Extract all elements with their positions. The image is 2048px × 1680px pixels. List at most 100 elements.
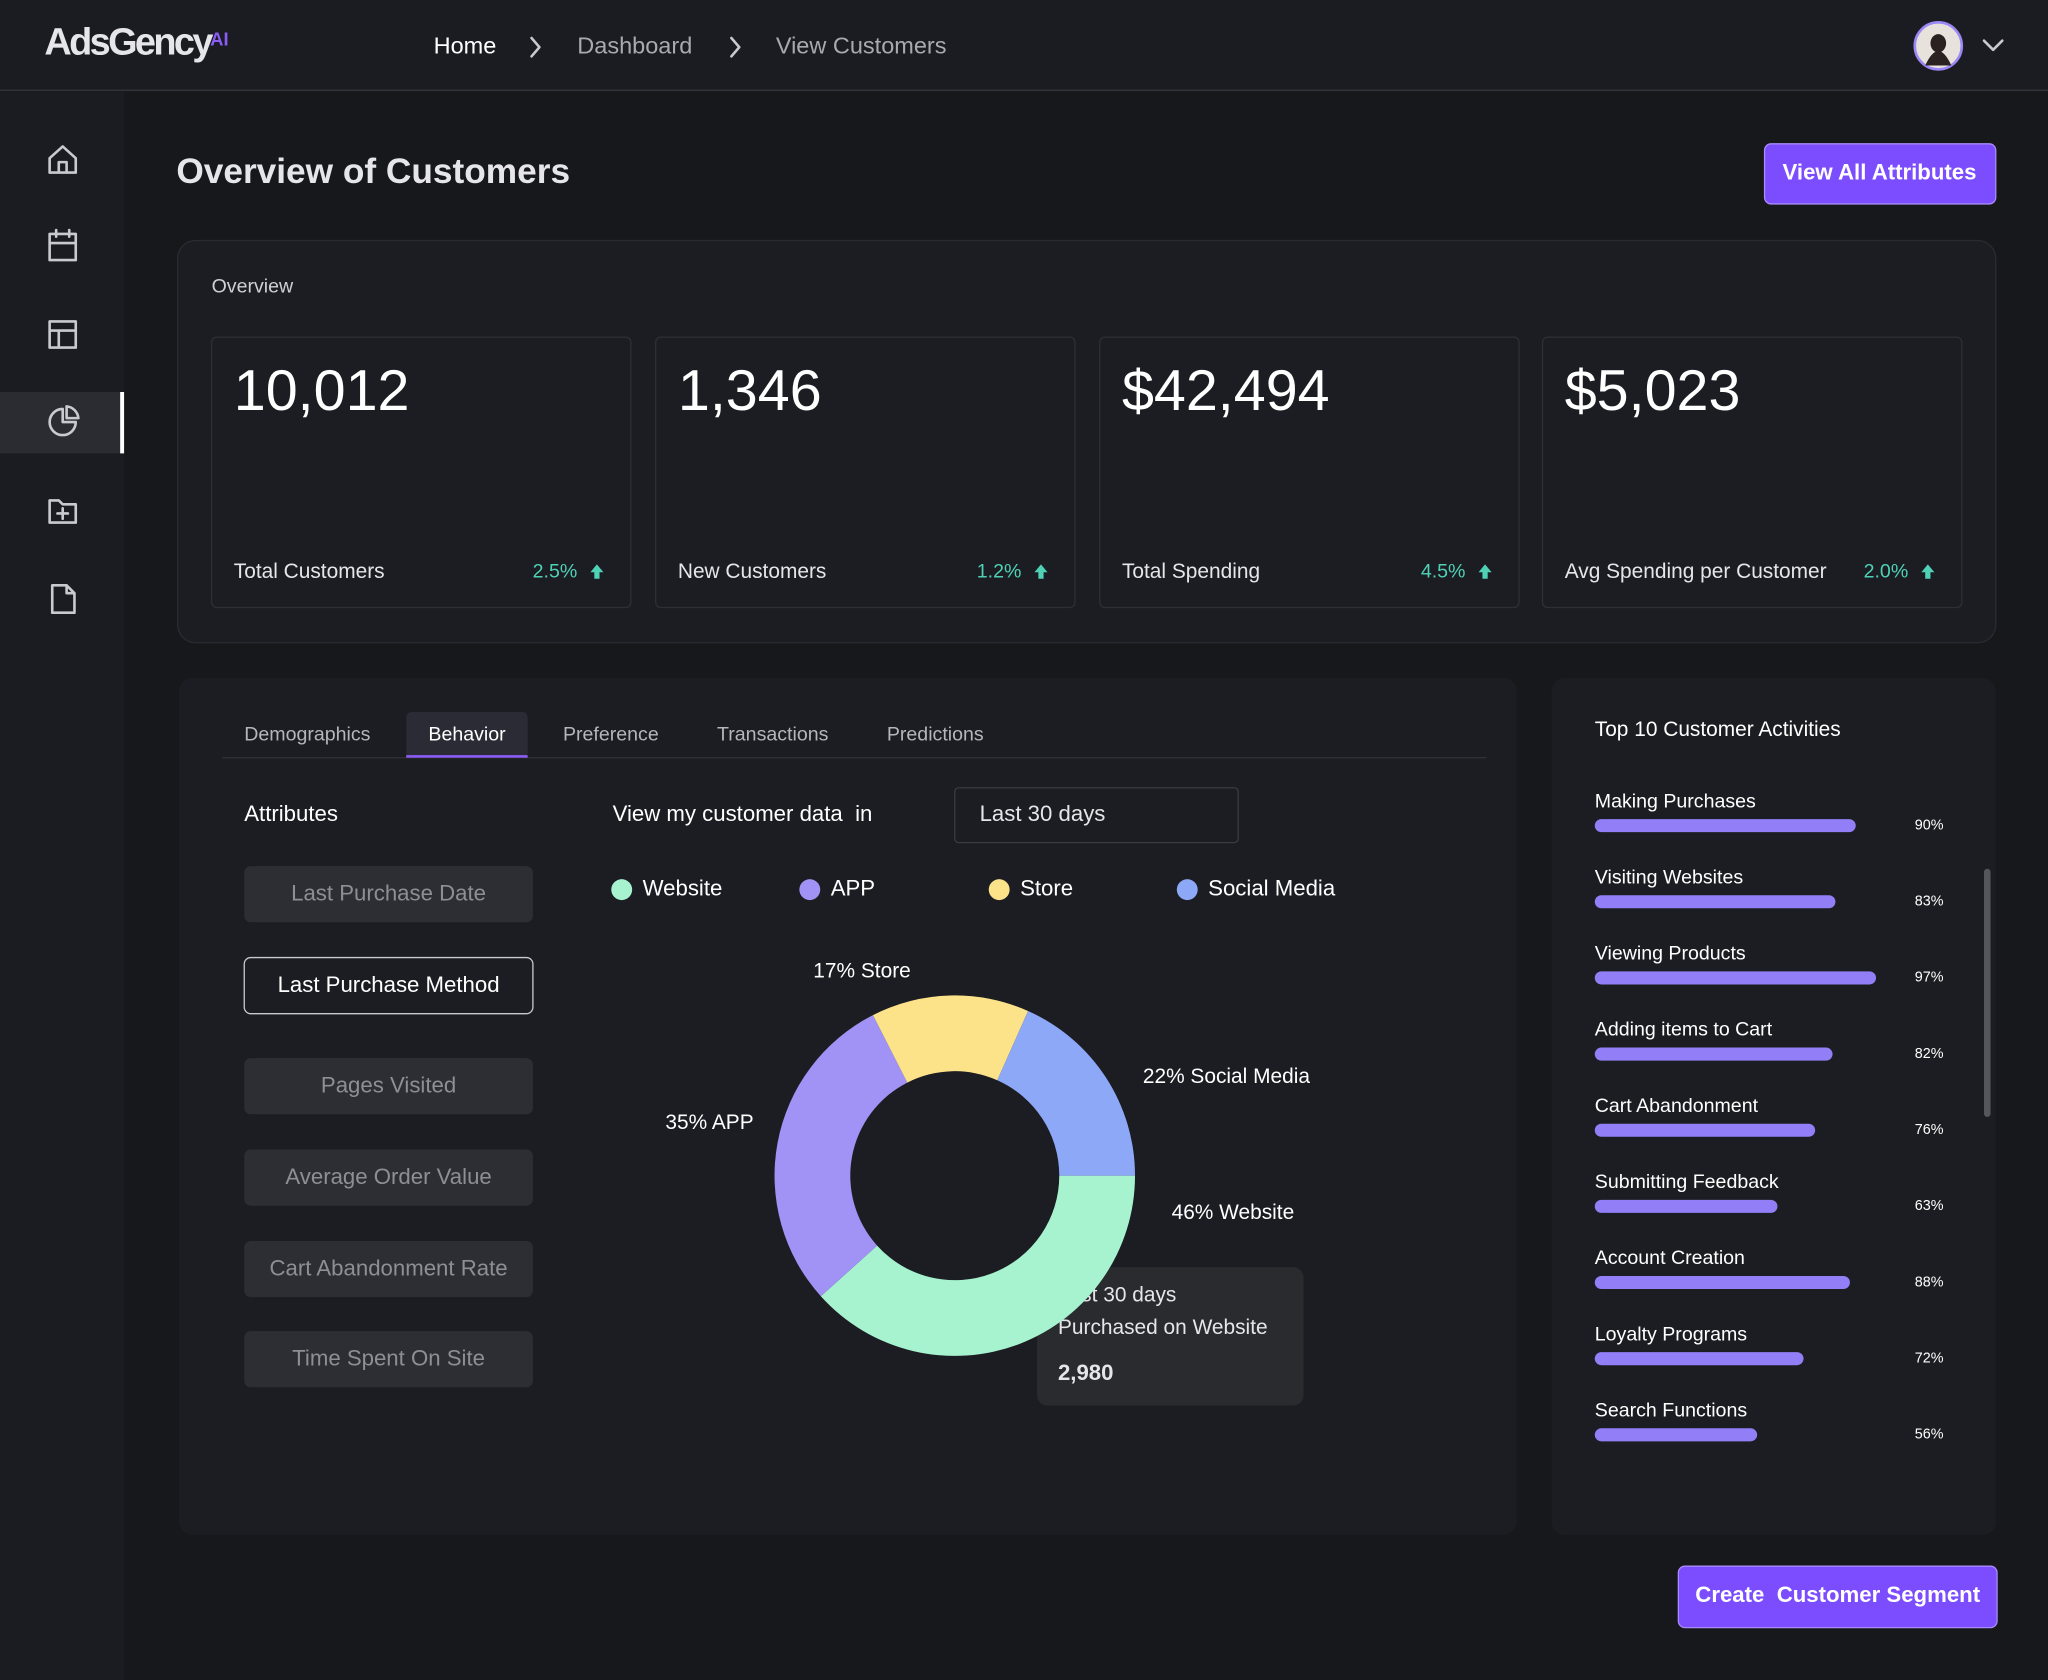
stat-card <box>1541 336 1963 609</box>
breadcrumb-separators <box>530 36 741 58</box>
up-arrow <box>1034 564 1048 579</box>
activity-value: 90% <box>1915 817 1944 833</box>
attribute-button[interactable] <box>244 866 533 923</box>
stat-change: 2.0% <box>1864 560 1909 582</box>
top-bar <box>0 0 2048 91</box>
attribute-button[interactable] <box>244 1058 533 1115</box>
attribute-label[interactable]: Time Spent On Site <box>292 1346 485 1371</box>
period-dropdown[interactable] <box>954 787 1239 844</box>
filter-label: View my customer data in <box>613 801 873 826</box>
attribute-button[interactable] <box>244 1331 533 1388</box>
donut-label: 46% Website <box>1172 1201 1295 1224</box>
tab[interactable]: Predictions <box>887 724 984 746</box>
create-segment-label[interactable]: Create Customer Segment <box>1695 1582 1980 1607</box>
tab[interactable]: Preference <box>563 724 659 746</box>
logo-badge: AI <box>210 28 228 49</box>
up-arrow <box>1478 564 1492 579</box>
activity-bar <box>1594 971 1877 985</box>
tab[interactable]: Transactions <box>717 724 829 746</box>
activity-bar <box>1594 1123 1816 1137</box>
legend-dot <box>799 879 821 901</box>
stat-label: New Customers <box>678 560 826 583</box>
stat-change: 1.2% <box>977 560 1022 582</box>
donut-segment[interactable] <box>997 1011 1136 1176</box>
scrollbar[interactable] <box>1984 868 1991 1117</box>
activity-value: 63% <box>1915 1198 1944 1214</box>
attribute-label[interactable]: Pages Visited <box>321 1073 456 1098</box>
activity-bar <box>1594 895 1836 909</box>
donut-segment[interactable] <box>774 1015 908 1297</box>
activity-name: Account Creation <box>1595 1247 1745 1269</box>
activity-bar <box>1594 1428 1758 1442</box>
up-arrow <box>1921 564 1935 579</box>
attributes-title: Attributes <box>244 801 338 826</box>
activity-value: 56% <box>1915 1427 1944 1443</box>
legend-dot <box>611 879 633 901</box>
overview-title: Overview <box>212 276 294 298</box>
activity-name: Search Functions <box>1595 1399 1748 1421</box>
avatar-figure <box>1925 34 1952 66</box>
activity-bar <box>1594 1047 1833 1061</box>
stat-value: $42,494 <box>1122 359 1330 423</box>
stat-change: 4.5% <box>1421 560 1466 582</box>
sidebar-icons <box>48 145 80 615</box>
legend-dot <box>1176 879 1198 901</box>
breadcrumb[interactable]: Home <box>434 32 497 58</box>
activity-bar <box>1594 1352 1804 1366</box>
stat-value: $5,023 <box>1565 359 1741 423</box>
activity-bar <box>1594 819 1856 833</box>
file-icon[interactable] <box>50 583 76 615</box>
stat-value: 10,012 <box>234 359 410 423</box>
stat-change: 2.5% <box>533 560 578 582</box>
activity-value: 82% <box>1915 1046 1944 1062</box>
activities-title: Top 10 Customer Activities <box>1595 718 1841 741</box>
legend-label: Website <box>643 875 723 900</box>
overview-panel <box>176 239 1997 644</box>
attribute-button[interactable] <box>243 956 534 1015</box>
active-tab-underline <box>406 755 528 758</box>
activity-bar <box>1594 1199 1778 1213</box>
attribute-button[interactable] <box>244 1240 533 1298</box>
activity-value: 72% <box>1915 1350 1944 1366</box>
attribute-button[interactable] <box>244 1149 533 1206</box>
donut-segment[interactable] <box>820 1175 1136 1356</box>
layout-icon[interactable] <box>48 320 78 349</box>
legend-label: APP <box>831 875 875 900</box>
donut-label: 22% Social Media <box>1143 1065 1310 1088</box>
create-segment-button[interactable] <box>1677 1565 1998 1629</box>
activity-value: 97% <box>1915 970 1944 986</box>
activity-name: Making Purchases <box>1595 790 1756 812</box>
stat-label: Avg Spending per Customer <box>1565 560 1827 583</box>
tab[interactable]: Demographics <box>244 724 370 746</box>
activity-bar <box>1594 1275 1850 1290</box>
breadcrumb[interactable]: Dashboard <box>577 32 692 58</box>
tab[interactable]: Behavior <box>428 724 506 746</box>
attribute-label[interactable]: Last Purchase Method <box>278 972 500 997</box>
activity-name: Adding items to Cart <box>1595 1019 1773 1041</box>
donut-segment[interactable] <box>872 995 1029 1083</box>
activity-name: Cart Abandonment <box>1595 1095 1759 1117</box>
view-attributes-button[interactable] <box>1763 143 1997 205</box>
attribute-label[interactable]: Average Order Value <box>285 1164 491 1189</box>
calendar-icon[interactable] <box>48 228 78 262</box>
stat-label: Total Spending <box>1122 560 1260 583</box>
attribute-label[interactable]: Last Purchase Date <box>291 881 486 906</box>
folder-icon[interactable] <box>48 499 78 524</box>
page-title: Overview of Customers <box>176 152 570 191</box>
chart-icon[interactable] <box>48 405 80 437</box>
attribute-label[interactable]: Cart Abandonment Rate <box>270 1256 508 1281</box>
stat-label: Total Customers <box>234 560 385 583</box>
breadcrumb[interactable]: View Customers <box>776 32 947 58</box>
logo[interactable]: AdsGency <box>44 22 216 64</box>
legend-label: Store <box>1020 875 1073 900</box>
sidebar-active-bar <box>120 392 125 454</box>
avatar-chevron[interactable] <box>1982 39 2004 52</box>
tooltip-value: 2,980 <box>1058 1360 1114 1385</box>
home-icon[interactable] <box>48 145 78 174</box>
activity-name: Visiting Websites <box>1595 866 1744 888</box>
stat-card <box>1099 336 1520 609</box>
active-tab-bg <box>406 712 528 758</box>
activity-name: Loyalty Programs <box>1595 1323 1748 1345</box>
period-value[interactable]: Last 30 days <box>980 801 1106 826</box>
view-attributes-label[interactable]: View All Attributes <box>1783 160 1977 185</box>
